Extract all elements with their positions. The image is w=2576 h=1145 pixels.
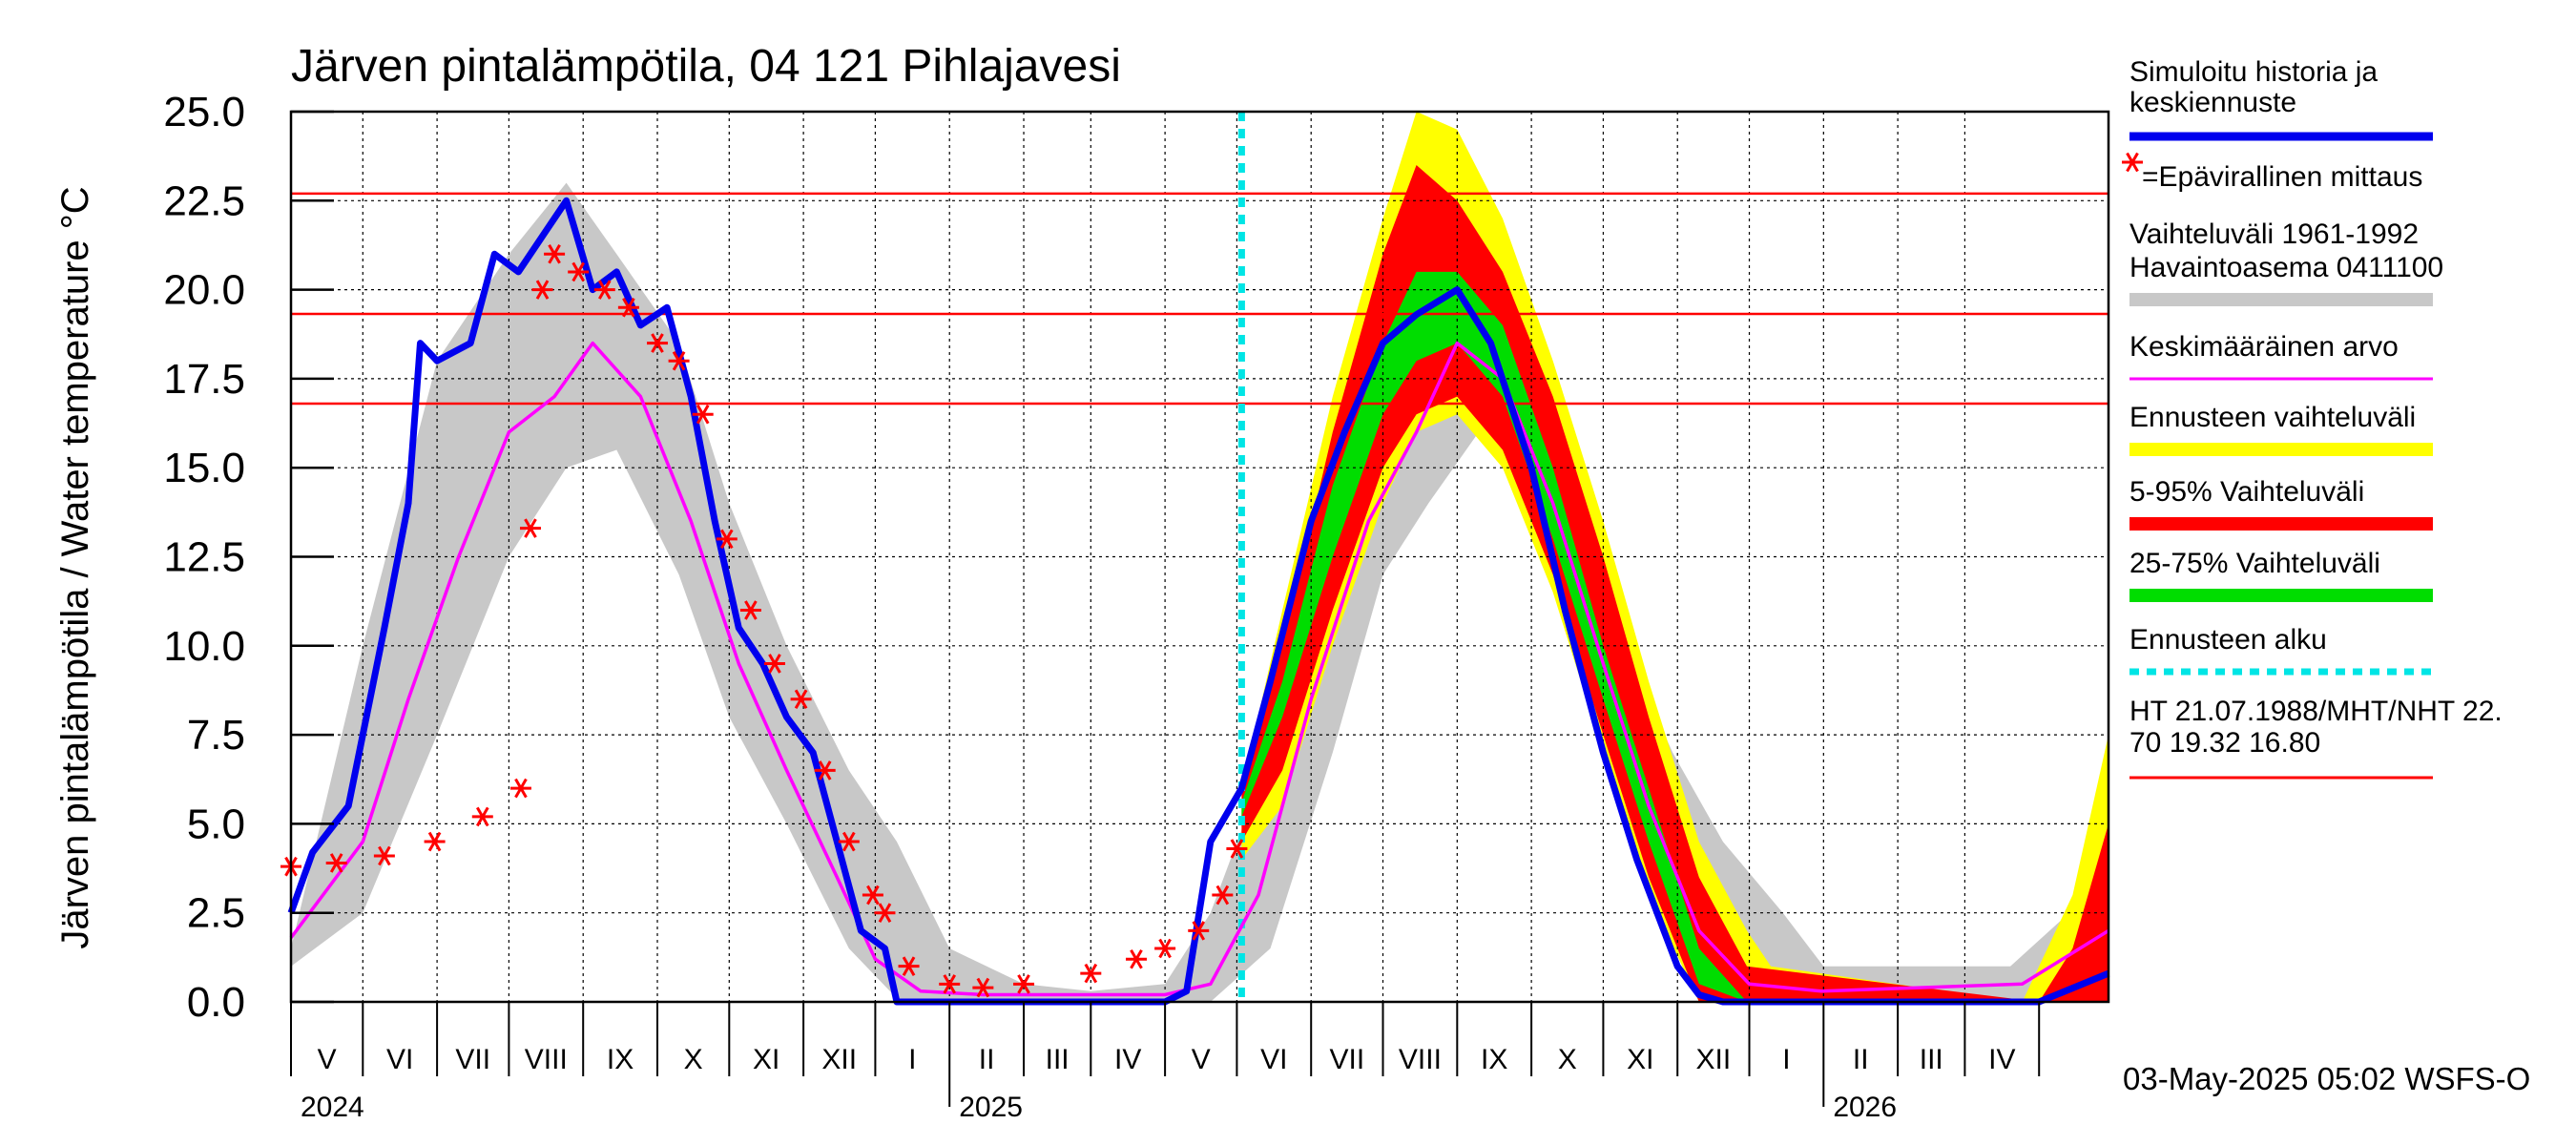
measurement-point xyxy=(898,956,920,976)
y-tick-label: 20.0 xyxy=(163,267,245,314)
x-month-label: IX xyxy=(607,1044,634,1075)
y-axis-ticks: 0.0 2.5 5.0 7.5 10.0 12.5 15.0 17.5 20.0 22.5 25.0 xyxy=(163,89,334,1026)
legend-label: HT 21.07.1988/MHT/NHT 22. xyxy=(2129,696,2503,727)
x-month-label: VIII xyxy=(525,1044,568,1075)
x-month-label: V xyxy=(1192,1044,1211,1075)
y-tick-label: 15.0 xyxy=(163,445,245,491)
legend-label: Vaihteluväli 1961-1992 xyxy=(2129,219,2419,250)
variation-bands xyxy=(291,112,2109,1003)
footer-timestamp: 03-May-2025 05:02 WSFS-O xyxy=(2123,1061,2530,1096)
x-month-label: XII xyxy=(821,1044,857,1075)
measurement-point xyxy=(716,529,737,550)
y-tick-label: 25.0 xyxy=(163,89,245,135)
measurement-point xyxy=(424,831,446,852)
y-tick-label: 7.5 xyxy=(187,712,245,759)
measurement-point xyxy=(814,760,836,781)
x-year-label: 2024 xyxy=(301,1092,364,1123)
grid xyxy=(291,112,2109,1002)
legend-swatch-star xyxy=(2126,152,2139,173)
measurement-stars xyxy=(280,244,1248,998)
x-month-label: X xyxy=(684,1044,703,1075)
measurement-point xyxy=(1013,974,1035,994)
measurement-point xyxy=(972,977,994,998)
y-tick-label: 22.5 xyxy=(163,177,245,224)
x-month-label: VI xyxy=(386,1044,413,1075)
measurement-point xyxy=(519,518,541,538)
y-tick-label: 17.5 xyxy=(163,356,245,403)
legend-label: Havaintoasema 0411100 xyxy=(2129,252,2443,283)
legend-label: keskiennuste xyxy=(2129,87,2296,118)
x-month-label: VII xyxy=(1330,1044,1365,1075)
measurement-point xyxy=(647,333,669,353)
x-month-label: III xyxy=(1920,1044,1943,1075)
x-month-label: VII xyxy=(455,1044,490,1075)
measurement-point xyxy=(838,831,860,852)
legend-label: Simuloitu historia ja xyxy=(2129,56,2378,88)
measurement-point xyxy=(668,350,690,371)
measurement-point xyxy=(1226,839,1248,859)
x-month-label: I xyxy=(1782,1044,1790,1075)
measurement-point xyxy=(617,297,639,318)
measurement-point xyxy=(790,689,812,710)
x-month-label: XI xyxy=(1627,1044,1653,1075)
x-month-label: VI xyxy=(1260,1044,1287,1075)
legend-label: 25-75% Vaihteluväli xyxy=(2129,548,2380,579)
measurement-point xyxy=(692,404,714,425)
measurement-point xyxy=(939,974,961,994)
measurement-point xyxy=(1125,948,1147,969)
band-3 xyxy=(1241,165,2109,1002)
x-month-label: XI xyxy=(753,1044,779,1075)
measurement-point xyxy=(1188,921,1210,941)
legend-label: =Epävirallinen mittaus xyxy=(2142,161,2422,193)
y-axis-label: Järven pintalämpötila / Water temperatur… xyxy=(54,186,96,948)
measurement-point xyxy=(531,280,553,300)
x-month-label: III xyxy=(1046,1044,1070,1075)
legend-label: Ennusteen vaihteluväli xyxy=(2129,402,2416,433)
reference-lines xyxy=(291,112,2109,1002)
x-month-label: V xyxy=(318,1044,337,1075)
x-month-label: XII xyxy=(1696,1044,1732,1075)
measurement-point xyxy=(471,806,493,827)
legend-label: Ennusteen alku xyxy=(2129,624,2327,656)
measurement-point xyxy=(325,853,347,873)
legend-label: Keskimääräinen arvo xyxy=(2129,331,2399,363)
x-axis: V VI VII VIII IX X XI XII I II III IV V VI VII VIII IX X X… xyxy=(290,1002,2041,1123)
measurement-point xyxy=(568,261,590,282)
x-month-label: II xyxy=(979,1044,995,1075)
measurement-point xyxy=(874,903,896,923)
y-tick-label: 0.0 xyxy=(187,979,245,1026)
band-4 xyxy=(1241,271,1747,1002)
measurement-point xyxy=(373,845,395,866)
y-tick-label: 12.5 xyxy=(163,534,245,581)
measurement-point xyxy=(763,654,785,674)
x-month-label: IV xyxy=(1988,1044,2015,1075)
measurement-point xyxy=(1154,938,1176,959)
measurement-point xyxy=(509,778,531,799)
measurement-point xyxy=(862,885,883,906)
measurement-point xyxy=(1212,885,1234,906)
x-month-label: I xyxy=(908,1044,916,1075)
y-tick-label: 2.5 xyxy=(187,890,245,937)
y-tick-label: 10.0 xyxy=(163,623,245,670)
x-month-label: II xyxy=(1853,1044,1869,1075)
x-month-label: VIII xyxy=(1399,1044,1442,1075)
legend-label: 5-95% Vaihteluväli xyxy=(2129,476,2364,508)
band-1 xyxy=(291,182,2109,1003)
x-year-label: 2026 xyxy=(1833,1092,1897,1123)
measurement-point xyxy=(544,244,566,264)
chart-title: Järven pintalämpötila, 04 121 Pihlajaves… xyxy=(291,41,1121,92)
series-mean xyxy=(289,341,2109,997)
legend-label: 70 19.32 16.80 xyxy=(2129,727,2320,759)
x-month-label: IX xyxy=(1481,1044,1507,1075)
measurement-point xyxy=(739,600,761,620)
y-tick-label: 5.0 xyxy=(187,801,245,847)
x-month-label: IV xyxy=(1114,1044,1141,1075)
measurement-point xyxy=(1080,963,1102,984)
measurement-point xyxy=(593,280,615,300)
x-month-label: X xyxy=(1558,1044,1577,1075)
x-year-label: 2025 xyxy=(959,1092,1023,1123)
